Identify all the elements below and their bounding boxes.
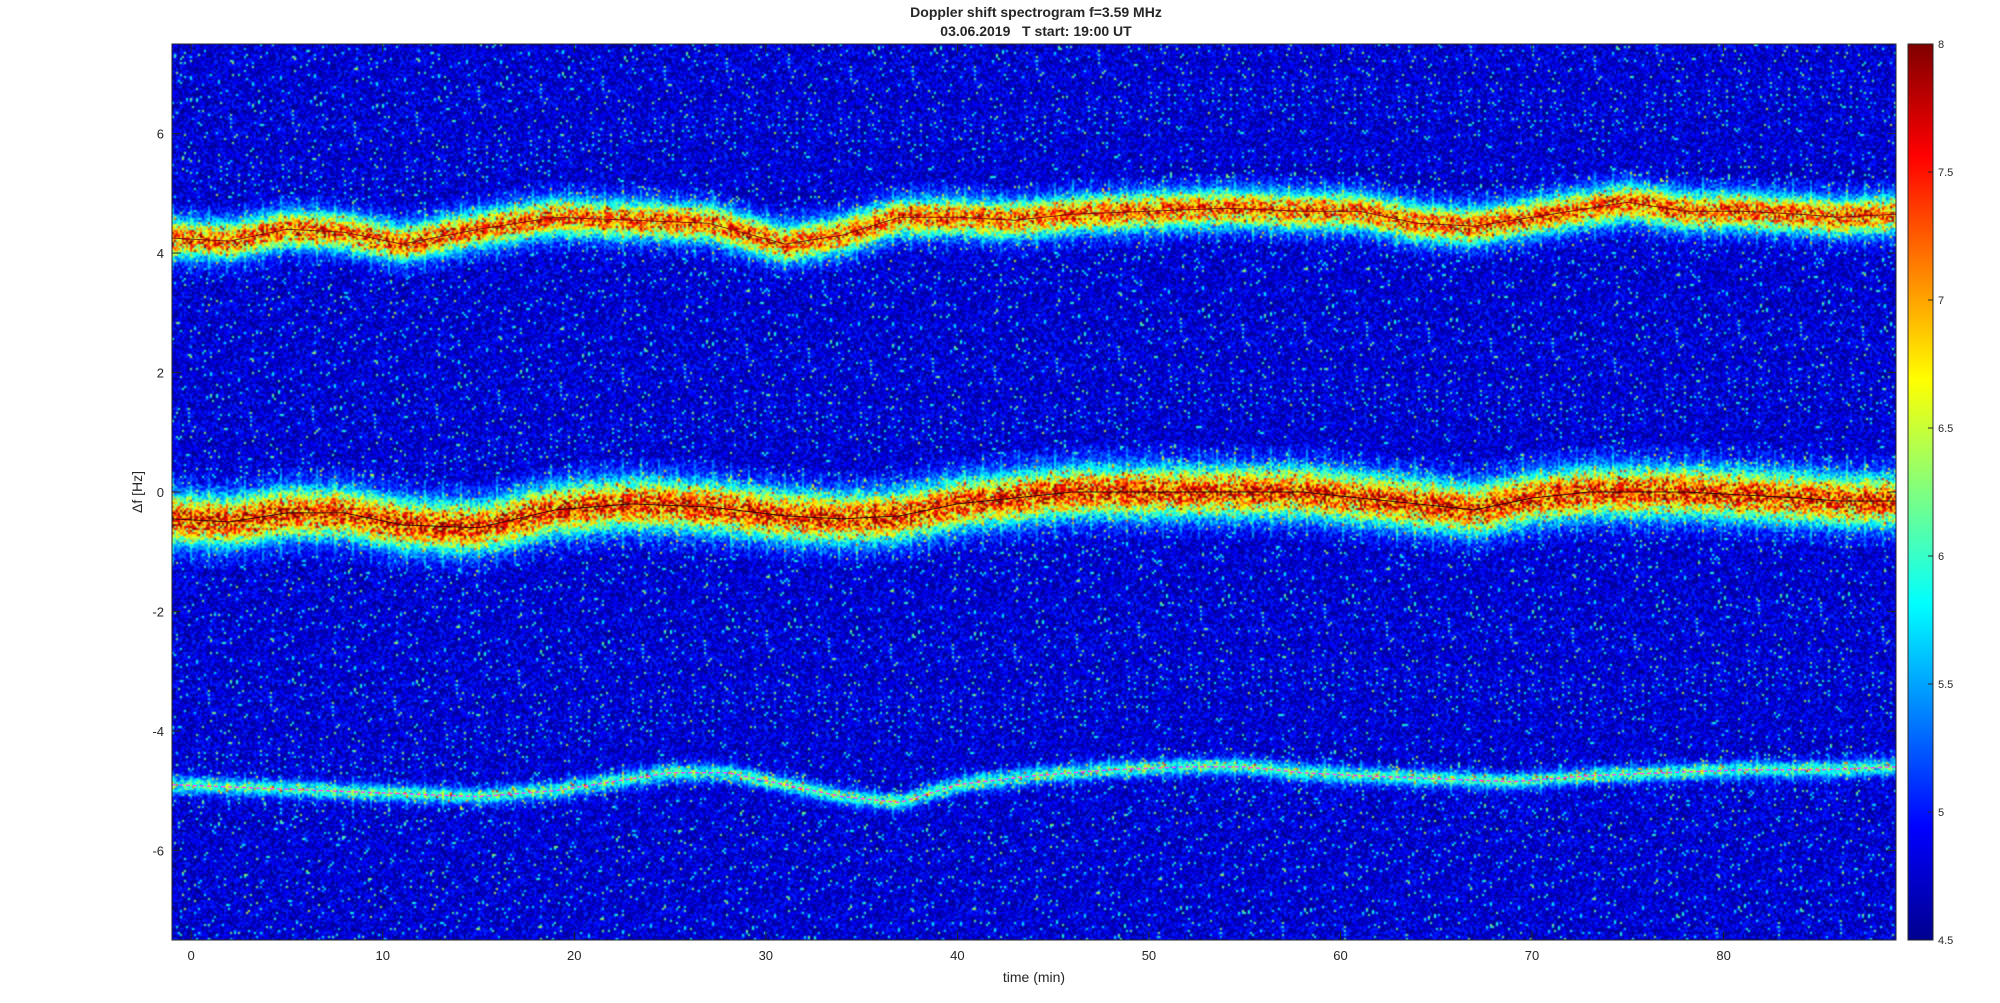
trace-line — [171, 201, 1897, 245]
colorbar-tick-label: 7 — [1938, 295, 1944, 307]
colorbar-tick-label: 6 — [1938, 551, 1944, 563]
chart-subtitle: 03.06.2019 T start: 19:00 UT — [940, 23, 1132, 39]
x-axis: 0 10 20 30 40 50 60 70 80 — [188, 44, 1731, 963]
colorbar-tick-label: 8 — [1938, 39, 1944, 51]
colorbar-gradient — [1907, 43, 1934, 941]
colorbar-tick-label: 7.5 — [1938, 167, 1953, 179]
x-tick-label: 0 — [188, 948, 195, 963]
colorbar-tick-label: 5 — [1938, 807, 1944, 819]
colorbar: 8 7.5 7 6.5 6 5.5 5 4.5 — [1907, 39, 1953, 947]
colorbar-tick-label: 5.5 — [1938, 679, 1953, 691]
y-tick-label: 0 — [157, 485, 164, 500]
plot-area — [171, 43, 1897, 941]
trace-lines — [171, 201, 1897, 804]
x-tick-label: 50 — [1142, 948, 1156, 963]
y-axis: 6 4 2 0 -2 -4 -6 — [152, 127, 1896, 858]
y-tick-label: -4 — [152, 724, 164, 739]
trace-line — [171, 491, 1896, 529]
y-tick-label: -2 — [152, 604, 164, 619]
x-tick-label: 20 — [567, 948, 581, 963]
colorbar-ticks: 8 7.5 7 6.5 6 5.5 5 4.5 — [1928, 39, 1953, 947]
y-tick-label: 2 — [157, 366, 164, 381]
y-tick-label: 6 — [157, 127, 164, 142]
colorbar-tick-label: 6.5 — [1938, 423, 1953, 435]
colorbar-tick-label: 4.5 — [1938, 935, 1953, 947]
x-tick-label: 70 — [1525, 948, 1539, 963]
x-tick-label: 40 — [950, 948, 964, 963]
y-axis-label: Δf [Hz] — [129, 471, 145, 513]
x-tick-label: 10 — [375, 948, 389, 963]
y-tick-label: -6 — [152, 843, 164, 858]
x-tick-label: 30 — [759, 948, 773, 963]
x-tick-label: 60 — [1333, 948, 1347, 963]
x-tick-label: 80 — [1716, 948, 1730, 963]
chart-title: Doppler shift spectrogram f=3.59 MHz — [910, 4, 1162, 20]
y-tick-label: 4 — [157, 246, 164, 261]
x-axis-label: time (min) — [1003, 969, 1065, 985]
